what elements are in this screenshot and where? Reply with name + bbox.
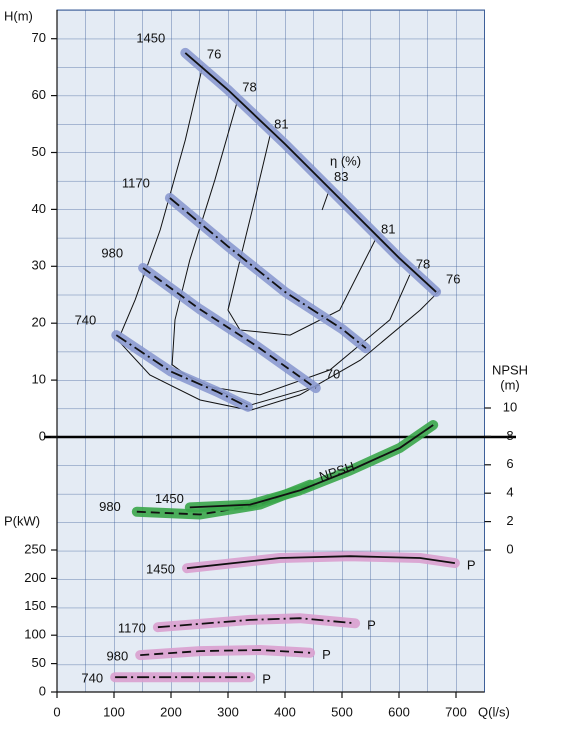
efficiency-contour — [117, 64, 441, 411]
curve-line — [189, 424, 434, 509]
speed-label: 1450 — [146, 562, 175, 577]
curve-line — [157, 617, 356, 629]
curve-label: P — [322, 647, 331, 662]
y-tick-label: 250 — [24, 541, 46, 556]
curve-line — [186, 555, 456, 570]
speed-label: 740 — [81, 671, 103, 686]
curve-line — [169, 197, 367, 349]
x-tick-label: 400 — [274, 704, 296, 719]
y-tick-label: 70 — [32, 30, 46, 45]
y-tick-label: 50 — [32, 655, 46, 670]
y-tick-label: 100 — [24, 627, 46, 642]
y-tick-label: 40 — [32, 201, 46, 216]
speed-label: 980 — [99, 499, 121, 514]
y-tick-label: 150 — [24, 598, 46, 613]
y-tick-label: 20 — [32, 315, 46, 330]
curve-label: P — [467, 558, 476, 573]
x-tick-label: 500 — [331, 704, 353, 719]
curve-line — [142, 267, 317, 389]
curve-label: P — [367, 618, 376, 633]
curve-line — [184, 52, 437, 293]
curve-line — [115, 334, 249, 408]
x-tick-label: 300 — [217, 704, 239, 719]
y-tick-label: 10 — [32, 372, 46, 387]
contour-label: 83 — [334, 169, 348, 184]
speed-label: 1170 — [118, 621, 146, 636]
curve-line — [140, 649, 311, 656]
contour-label: 78 — [242, 79, 256, 94]
y-tick-label: 0 — [39, 428, 46, 443]
y2-tick-label: 10 — [503, 399, 517, 414]
speed-label: 980 — [107, 649, 129, 664]
x-tick-label: 200 — [160, 704, 182, 719]
y-tick-label: 50 — [32, 144, 46, 159]
y2-tick-label: 0 — [506, 541, 513, 556]
speed-label: 980 — [101, 245, 123, 260]
contour-title: η (%) — [330, 153, 361, 168]
speed-label: 1450 — [155, 491, 184, 506]
speed-label: 740 — [75, 313, 97, 328]
y2-axis-label: NPSH — [492, 362, 528, 377]
y2-tick-label: 2 — [506, 513, 513, 528]
curve-line — [136, 483, 311, 516]
y-axis-label: P(kW) — [4, 513, 40, 528]
y-tick-label: 30 — [32, 258, 46, 273]
contour-label: 81 — [381, 222, 395, 237]
y2-tick-label: 6 — [506, 456, 513, 471]
y2-tick-label: 4 — [506, 485, 513, 500]
y2-tick-label: 8 — [506, 428, 513, 443]
contour-label: 76 — [446, 272, 460, 287]
contour-label: 78 — [416, 256, 430, 271]
x-tick-label: 100 — [103, 704, 125, 719]
y-axis-label: H(m) — [4, 8, 33, 23]
contour-label: 76 — [207, 46, 221, 61]
y-tick-label: 0 — [39, 683, 46, 698]
y2-axis-label: (m) — [500, 377, 520, 392]
y-tick-label: 200 — [24, 570, 46, 585]
x-axis-label: Q(l/s) — [478, 704, 510, 719]
x-tick-label: 600 — [388, 704, 410, 719]
efficiency-contour — [227, 134, 376, 336]
y-tick-label: 60 — [32, 87, 46, 102]
contour-label: 81 — [274, 116, 288, 131]
x-tick-label: 0 — [53, 704, 60, 719]
curve-label: P — [262, 672, 271, 687]
speed-label: 1450 — [136, 30, 165, 45]
speed-label: 1170 — [122, 175, 150, 190]
contour-label: 70 — [326, 367, 340, 382]
x-tick-label: 700 — [445, 704, 467, 719]
